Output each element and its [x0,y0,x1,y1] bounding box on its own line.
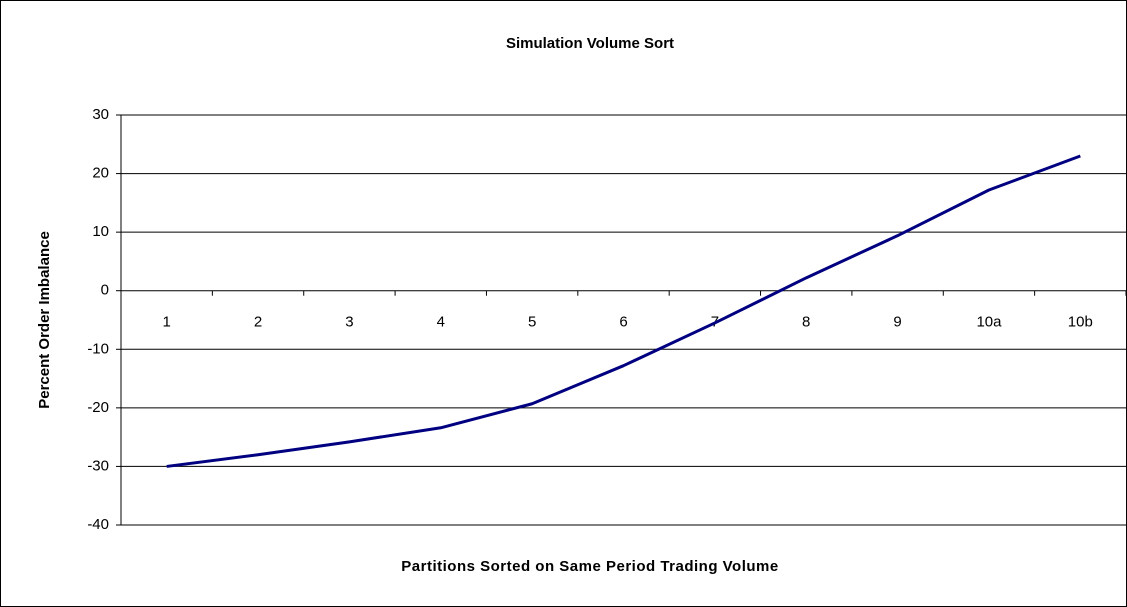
y-tick-label: 30 [92,106,109,123]
x-tick-label: 10a [976,314,1002,331]
y-tick-label: 10 [92,223,109,240]
y-tick-label: -10 [87,340,109,357]
x-tick-label: 1 [163,314,171,331]
y-tick-label: -40 [87,516,109,533]
x-tick-label: 6 [619,314,627,331]
y-tick-label: -20 [87,399,109,416]
x-tick-label: 2 [254,314,262,331]
x-tick-label: 3 [345,314,353,331]
y-axis-title: Percent Order Imbalance [36,231,53,409]
x-axis-title: Partitions Sorted on Same Period Trading… [401,558,778,575]
data-line [166,154,1081,468]
y-tick-label: 0 [101,282,109,299]
x-tick-label: 8 [802,314,810,331]
chart-title: Simulation Volume Sort [506,35,674,52]
y-tick-label: 20 [92,165,109,182]
y-tick-label: -30 [87,457,109,474]
x-tick-label: 5 [528,314,536,331]
x-tick-label: 9 [893,314,901,331]
x-tick-label: 10b [1068,314,1093,331]
x-tick-label: 4 [437,314,445,331]
